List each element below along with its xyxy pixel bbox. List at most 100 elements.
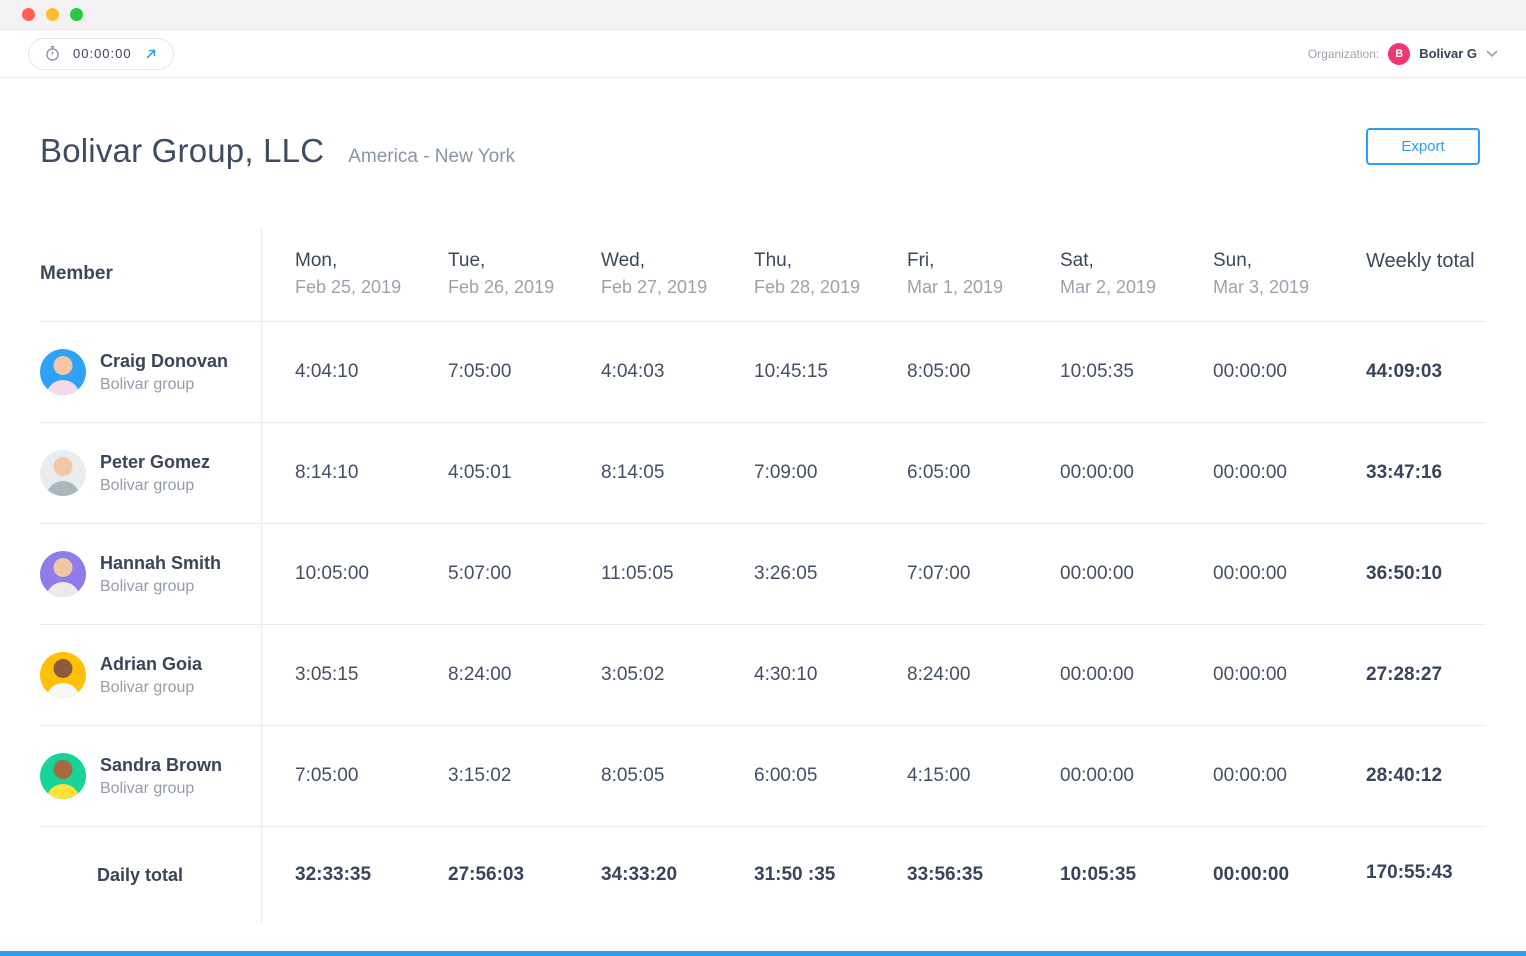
member-name: Adrian Goia [100,653,203,674]
page-content: Bolivar Group, LLC America - New York Ex… [0,128,1526,923]
weekly-total-cell: 27:28:27 [1366,664,1443,685]
daily-total-label: Daily total [40,827,262,923]
time-cell: 10:45:15 [754,361,828,382]
minimize-window-button[interactable] [46,8,59,21]
day-column-header: Fri, Mar 1, 2019 [907,250,1004,297]
timesheet-table: Member Mon, Feb 25, 2019 Tue, Feb 26, 20… [40,227,1486,923]
daily-total-row: Daily total 32:33:35 27:56:03 34:33:20 3… [40,827,1486,923]
table-row: Craig Donovan Bolivar group 4:04:10 7:05… [40,322,1486,423]
member-name: Peter Gomez [100,451,211,472]
time-cell: 5:07:00 [448,563,512,584]
close-window-button[interactable] [22,8,35,21]
stopwatch-icon [44,45,61,62]
time-cell: 00:00:00 [1213,664,1287,685]
daily-total-cell: 31:50 :35 [754,864,836,885]
member-name: Craig Donovan [100,350,229,371]
daily-total-cell: 00:00:00 [1213,864,1290,885]
timer-value: 00:00:00 [73,46,132,61]
time-cell: 10:05:35 [1060,361,1134,382]
daily-total-cell: 34:33:20 [601,864,678,885]
time-cell: 8:24:00 [907,664,971,685]
weekly-total-cell: 28:40:12 [1366,765,1443,786]
organization-avatar: B [1388,42,1411,65]
member-group: Bolivar group [100,678,195,696]
time-cell: 00:00:00 [1060,664,1134,685]
time-cell: 8:24:00 [448,664,512,685]
day-column-header: Mon, Feb 25, 2019 [295,250,402,297]
time-cell: 8:05:00 [907,361,971,382]
page-title: Bolivar Group, LLC [40,132,325,169]
time-cell: 4:04:03 [601,361,665,382]
time-cell: 6:00:05 [754,765,818,786]
export-button[interactable]: Export [1366,128,1480,165]
time-cell: 6:05:00 [907,462,971,483]
time-cell: 4:30:10 [754,664,818,685]
organization-label: Organization: [1307,46,1380,61]
table-row: Hannah Smith Bolivar group 10:05:00 5:07… [40,524,1486,625]
member-column-header: Member [40,227,262,321]
time-cell: 00:00:00 [1060,462,1134,483]
time-cell: 00:00:00 [1213,765,1287,786]
time-cell: 7:07:00 [907,563,971,584]
member-group: Bolivar group [100,476,195,494]
time-cell: 7:05:00 [448,361,512,382]
time-cell: 3:05:02 [601,664,665,685]
avatar [40,450,86,496]
daily-total-cell: 32:33:35 [295,864,372,885]
table-row: Sandra Brown Bolivar group 7:05:00 3:15:… [40,726,1486,827]
time-cell: 8:14:10 [295,462,359,483]
member-group: Bolivar group [100,779,195,797]
time-cell: 4:15:00 [907,765,971,786]
start-timer-icon[interactable] [144,47,158,61]
app-topbar: 00:00:00 Organization: B Bolivar G [0,30,1526,78]
timer-widget[interactable]: 00:00:00 [28,37,174,70]
member-group: Bolivar group [100,577,195,595]
table-row: Peter Gomez Bolivar group 8:14:10 4:05:0… [40,423,1486,524]
weekly-total-column-header: Weekly total [1366,249,1475,272]
time-cell: 11:05:05 [601,563,674,584]
daily-total-cell: 27:56:03 [448,864,525,885]
timezone-label: America - New York [348,146,516,167]
table-header-row: Member Mon, Feb 25, 2019 Tue, Feb 26, 20… [40,227,1486,322]
time-cell: 8:05:05 [601,765,665,786]
organization-switcher[interactable]: Organization: B Bolivar G [1307,42,1498,65]
member-cell[interactable]: Hannah Smith Bolivar group [40,524,262,624]
time-cell: 3:05:15 [295,664,359,685]
time-cell: 3:26:05 [754,563,818,584]
zoom-window-button[interactable] [70,8,83,21]
time-cell: 8:14:05 [601,462,665,483]
weekly-total-cell: 36:50:10 [1366,563,1443,584]
day-column-header: Wed, Feb 27, 2019 [601,250,708,297]
time-cell: 00:00:00 [1213,462,1287,483]
day-column-header: Tue, Feb 26, 2019 [448,250,555,297]
daily-total-cell: 33:56:35 [907,864,984,885]
organization-name: Bolivar G [1419,46,1477,61]
avatar [40,652,86,698]
member-cell[interactable]: Peter Gomez Bolivar group [40,423,262,523]
weekly-total-cell: 33:47:16 [1366,462,1443,483]
daily-total-cell: 10:05:35 [1060,864,1137,885]
time-cell: 00:00:00 [1060,765,1134,786]
member-name: Hannah Smith [100,552,222,573]
chevron-down-icon [1486,50,1498,58]
avatar [40,551,86,597]
day-column-header: Thu, Feb 28, 2019 [754,250,861,297]
time-cell: 00:00:00 [1060,563,1134,584]
weekly-grand-total: 170:55:43 [1366,862,1453,883]
member-cell[interactable]: Adrian Goia Bolivar group [40,625,262,725]
time-cell: 3:15:02 [448,765,512,786]
window-title-bar [0,0,1526,30]
time-cell: 7:09:00 [754,462,818,483]
avatar [40,349,86,395]
time-cell: 00:00:00 [1213,563,1287,584]
avatar [40,753,86,799]
member-group: Bolivar group [100,375,195,393]
member-cell[interactable]: Craig Donovan Bolivar group [40,322,262,422]
bottom-accent-bar [0,951,1526,956]
weekly-total-cell: 44:09:03 [1366,361,1443,382]
member-cell[interactable]: Sandra Brown Bolivar group [40,726,262,826]
time-cell: 10:05:00 [295,563,369,584]
time-cell: 7:05:00 [295,765,359,786]
member-name: Sandra Brown [100,754,223,775]
table-row: Adrian Goia Bolivar group 3:05:15 8:24:0… [40,625,1486,726]
